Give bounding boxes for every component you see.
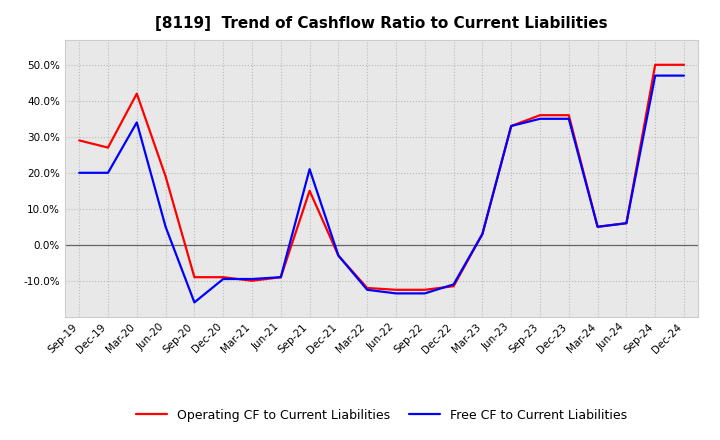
Free CF to Current Liabilities	[132, 120, 141, 125]
Free CF to Current Liabilities	[363, 287, 372, 293]
Free CF to Current Liabilities	[305, 167, 314, 172]
Operating CF to Current Liabilities	[420, 287, 429, 293]
Line: Free CF to Current Liabilities: Free CF to Current Liabilities	[79, 76, 684, 302]
Operating CF to Current Liabilities	[219, 275, 228, 280]
Free CF to Current Liabilities	[449, 282, 458, 287]
Free CF to Current Liabilities	[161, 224, 170, 229]
Line: Operating CF to Current Liabilities: Operating CF to Current Liabilities	[79, 65, 684, 290]
Operating CF to Current Liabilities	[363, 286, 372, 291]
Free CF to Current Liabilities	[651, 73, 660, 78]
Operating CF to Current Liabilities	[449, 283, 458, 289]
Operating CF to Current Liabilities	[248, 278, 256, 283]
Operating CF to Current Liabilities	[104, 145, 112, 150]
Operating CF to Current Liabilities	[507, 123, 516, 128]
Operating CF to Current Liabilities	[651, 62, 660, 67]
Operating CF to Current Liabilities	[190, 275, 199, 280]
Free CF to Current Liabilities	[622, 220, 631, 226]
Free CF to Current Liabilities	[392, 291, 400, 296]
Free CF to Current Liabilities	[564, 116, 573, 121]
Operating CF to Current Liabilities	[536, 113, 544, 118]
Free CF to Current Liabilities	[593, 224, 602, 229]
Free CF to Current Liabilities	[276, 275, 285, 280]
Operating CF to Current Liabilities	[75, 138, 84, 143]
Operating CF to Current Liabilities	[478, 231, 487, 237]
Free CF to Current Liabilities	[420, 291, 429, 296]
Operating CF to Current Liabilities	[334, 253, 343, 258]
Free CF to Current Liabilities	[478, 231, 487, 237]
Legend: Operating CF to Current Liabilities, Free CF to Current Liabilities: Operating CF to Current Liabilities, Fre…	[131, 404, 632, 427]
Free CF to Current Liabilities	[219, 276, 228, 282]
Free CF to Current Liabilities	[680, 73, 688, 78]
Free CF to Current Liabilities	[75, 170, 84, 176]
Free CF to Current Liabilities	[536, 116, 544, 121]
Title: [8119]  Trend of Cashflow Ratio to Current Liabilities: [8119] Trend of Cashflow Ratio to Curren…	[156, 16, 608, 32]
Operating CF to Current Liabilities	[132, 91, 141, 96]
Operating CF to Current Liabilities	[305, 188, 314, 194]
Operating CF to Current Liabilities	[593, 224, 602, 229]
Operating CF to Current Liabilities	[564, 113, 573, 118]
Free CF to Current Liabilities	[104, 170, 112, 176]
Operating CF to Current Liabilities	[276, 275, 285, 280]
Free CF to Current Liabilities	[334, 253, 343, 258]
Operating CF to Current Liabilities	[392, 287, 400, 293]
Operating CF to Current Liabilities	[622, 220, 631, 226]
Free CF to Current Liabilities	[190, 300, 199, 305]
Free CF to Current Liabilities	[248, 276, 256, 282]
Operating CF to Current Liabilities	[680, 62, 688, 67]
Free CF to Current Liabilities	[507, 123, 516, 128]
Operating CF to Current Liabilities	[161, 174, 170, 179]
